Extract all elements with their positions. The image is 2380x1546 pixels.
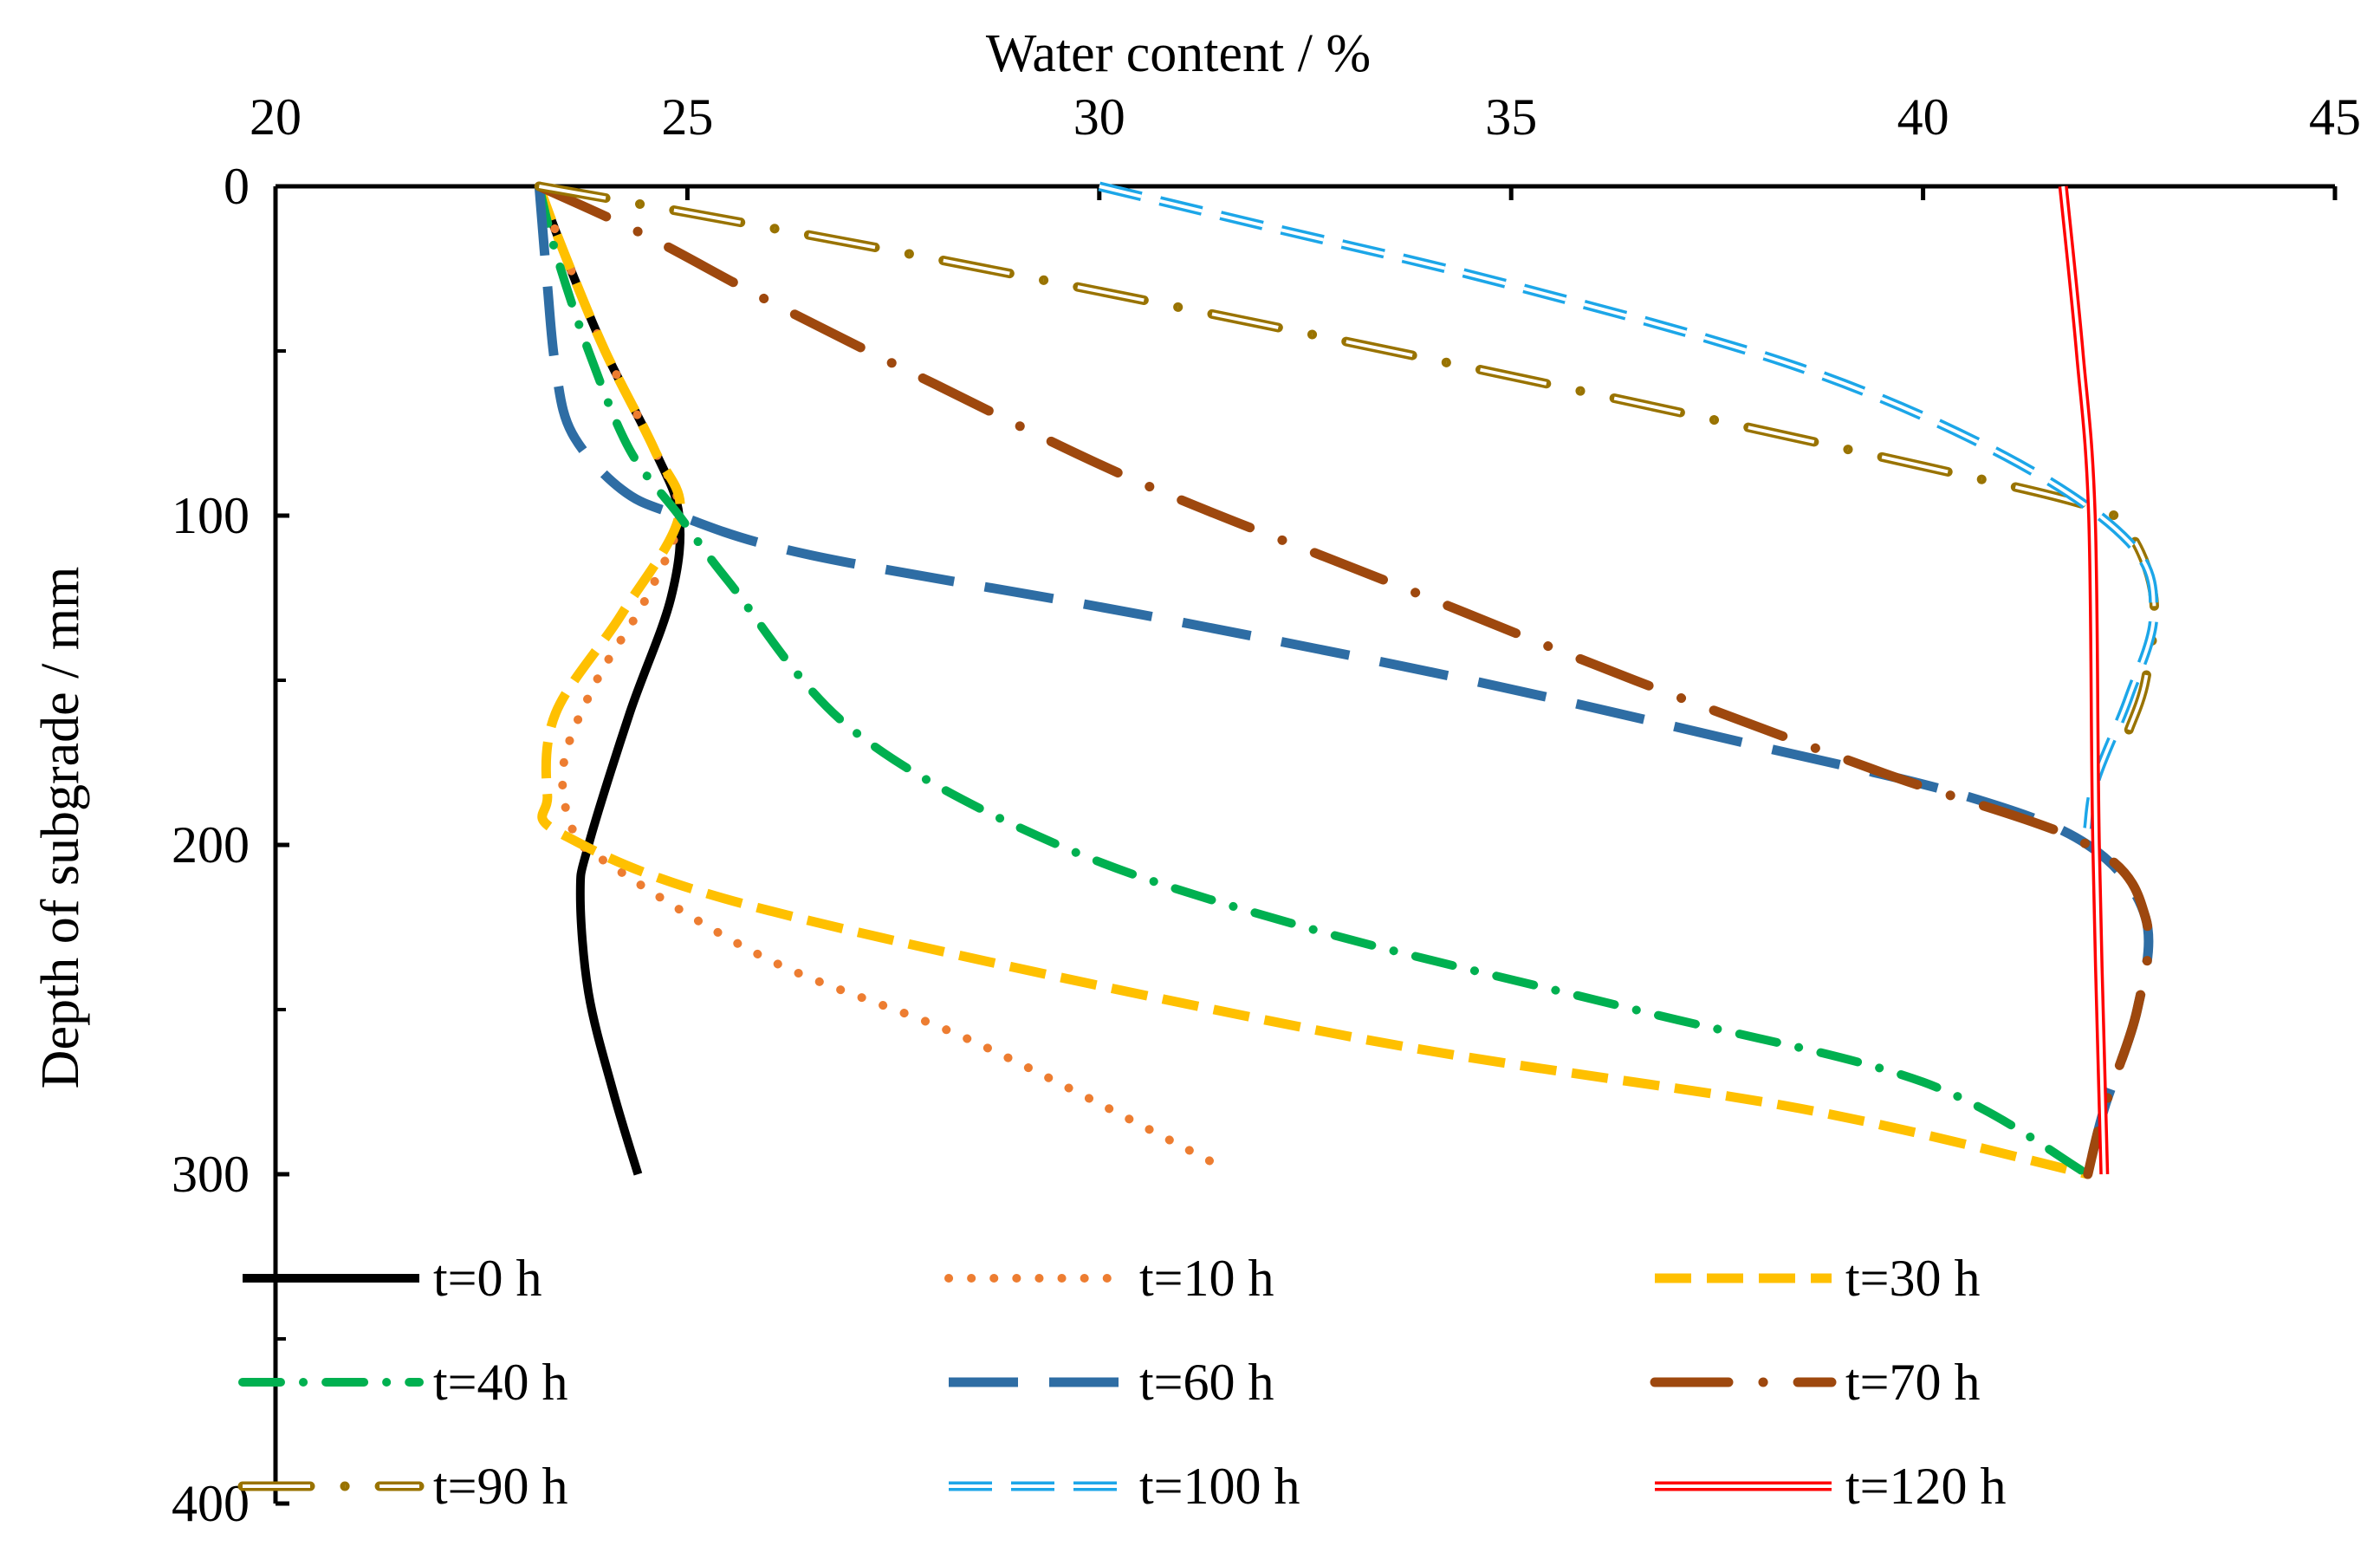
series-t-40-h [535,182,2092,1179]
legend-label: t=30 h [1845,1250,1981,1307]
series-line-inner [2061,185,2106,1175]
series-line [535,182,2092,1179]
x-axis-title: Water content / % [986,24,1371,83]
legend-item: t=100 h [949,1458,1300,1515]
legend-label: t=40 h [433,1354,568,1411]
legend: t=0 h t=10 h t=30 h t=40 h t=60 h t=70 h t=90 … [237,1250,2007,1515]
legend-item: t=90 h [237,1458,568,1515]
legend-label: t=70 h [1845,1354,1981,1411]
x-tick-label: 30 [1073,88,1125,146]
legend-label: t=10 h [1139,1250,1274,1307]
series-t-0-h [535,185,685,1176]
series-t-120-h [2058,185,2110,1175]
y-tick-label: 200 [172,816,250,874]
x-tick-label: 25 [661,88,713,146]
legend-item: t=40 h [238,1354,568,1411]
legend-label: t=0 h [433,1250,542,1307]
x-tick-label: 35 [1485,88,1537,146]
legend-item: t=10 h [944,1250,1274,1307]
y-tick-label: 400 [172,1475,250,1532]
y-tick-label: 0 [224,158,250,215]
series-line [534,185,2154,1176]
series-t-10-h [535,182,1228,1172]
y-axis-title: Depth of subgrade / mm [31,567,90,1089]
series-line-inner [1099,185,2156,829]
axes: 20 25 30 35 40 45 0 100 200 300 400 [172,88,2361,1532]
y-tick-label: 300 [172,1146,250,1203]
series-line [534,181,2154,1179]
series-group [534,181,2160,1179]
legend-item: t=70 h [1650,1354,1981,1411]
legend-label: t=100 h [1139,1458,1300,1515]
series-line [535,185,2090,1179]
series-line [535,182,1228,1172]
legend-label: t=60 h [1139,1354,1274,1411]
series-line [535,185,685,1176]
x-tick-label: 20 [250,88,302,146]
series-t-70-h [534,181,2154,1179]
series-line [2058,185,2110,1175]
x-tick-label: 45 [2309,88,2361,146]
legend-item: t=0 h [243,1250,542,1307]
series-line [1098,181,2159,829]
legend-item: t=120 h [1655,1458,2007,1515]
series-t-60-h [534,185,2154,1176]
y-tick-label: 100 [172,487,250,544]
series-t-100-h [1098,181,2159,829]
legend-label: t=120 h [1845,1458,2007,1515]
series-t-30-h [535,185,2090,1179]
legend-item: t=60 h [949,1354,1274,1411]
legend-item: t=30 h [1655,1250,1981,1307]
legend-label: t=90 h [433,1458,568,1515]
x-tick-label: 40 [1897,88,1949,146]
